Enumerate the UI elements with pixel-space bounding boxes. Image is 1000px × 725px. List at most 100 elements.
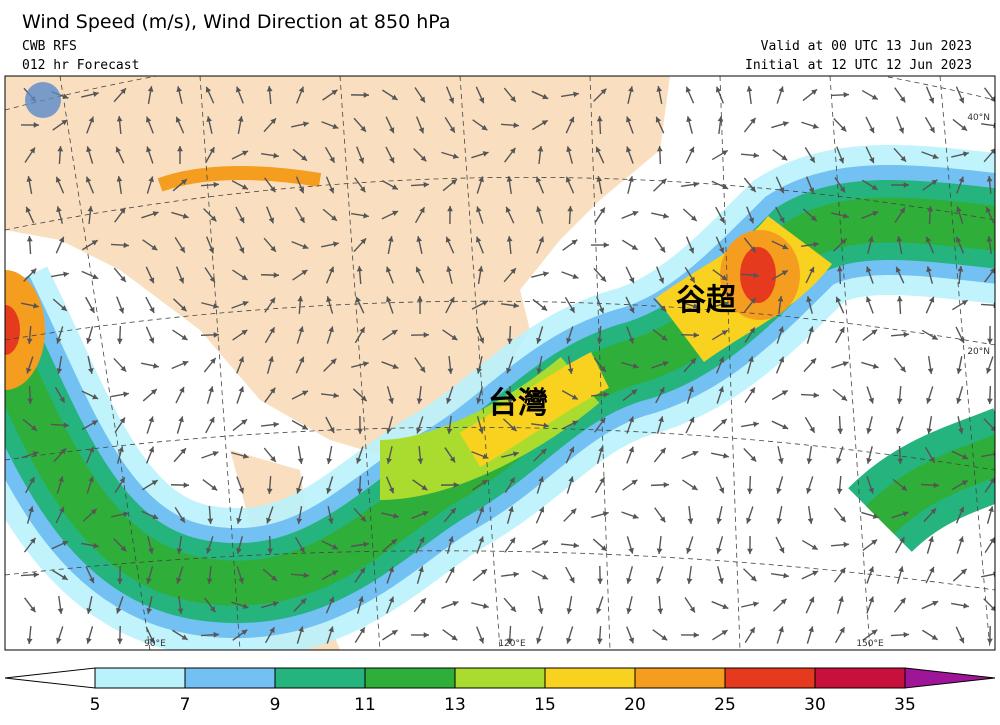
arrow-head: [297, 296, 304, 302]
arrow-head: [837, 428, 844, 434]
arrow-head: [241, 329, 248, 336]
arrow-head: [931, 179, 938, 186]
arrow-head: [926, 428, 933, 434]
arrow-head: [119, 417, 125, 424]
arrow-head: [268, 217, 275, 224]
arrow-head: [535, 176, 542, 183]
arrow-head: [59, 396, 65, 403]
arrow-head: [148, 337, 155, 344]
arrow-head: [420, 598, 426, 605]
arrow-head: [415, 266, 422, 273]
arrow-head: [835, 296, 842, 303]
arrow-head: [92, 273, 99, 280]
arrow-head: [416, 398, 423, 404]
arrow-head: [359, 567, 366, 574]
arrow-head: [626, 146, 632, 153]
arrow-head: [181, 634, 188, 640]
arrow-head: [149, 306, 155, 313]
arrow-head: [478, 536, 484, 543]
arrow-head: [961, 300, 968, 306]
arrow-head: [571, 394, 578, 400]
arrow-head: [686, 116, 692, 123]
arrow-head: [60, 305, 67, 311]
arrow-head: [87, 206, 94, 212]
arrow-head: [900, 155, 907, 162]
arrow-head: [328, 187, 335, 194]
arrow-head: [333, 392, 339, 399]
arrow-head: [238, 356, 245, 363]
arrow-head: [928, 97, 935, 104]
arrow-head: [298, 86, 305, 93]
arrow-head: [720, 419, 727, 425]
arrow-head: [658, 416, 664, 423]
arrow-head: [778, 356, 785, 363]
typhoon-label: 谷超: [676, 283, 737, 318]
arrow-head: [510, 96, 516, 102]
arrow-head: [513, 302, 519, 309]
arrow-head: [717, 116, 724, 122]
arrow-head: [25, 206, 32, 213]
arrow-head: [541, 574, 548, 580]
colorbar: 5 7 9 11 13 15 20 25 30 35: [4, 667, 996, 715]
arrow-head: [207, 518, 214, 524]
arrow-head: [628, 86, 634, 93]
arrow-head: [783, 572, 789, 579]
arrow-head: [88, 446, 95, 453]
arrow-head: [693, 181, 699, 188]
arrow-head: [568, 476, 574, 483]
arrow-head: [836, 266, 843, 272]
arrow-head: [901, 485, 908, 491]
arrow-head: [809, 426, 815, 433]
arrow-head: [955, 236, 962, 243]
arrow-head: [238, 247, 245, 254]
arrow-head: [599, 477, 605, 484]
arrow-head: [926, 266, 932, 273]
arrow-head: [152, 513, 159, 520]
arrow-head: [512, 451, 519, 457]
arrow-head: [180, 448, 186, 455]
arrow-head: [360, 238, 367, 245]
arrow-head: [57, 146, 64, 152]
arrow-head: [241, 184, 248, 190]
arrow-head: [569, 306, 575, 313]
arrow-head: [115, 146, 122, 153]
arrow-head: [836, 488, 843, 494]
arrow-head: [715, 86, 722, 93]
arrow-head: [685, 86, 692, 93]
arrow-head: [538, 236, 545, 243]
arrow-head: [89, 306, 95, 313]
arrow-head: [836, 457, 842, 464]
arrow-head: [359, 327, 365, 334]
arrow-head: [868, 397, 874, 404]
arrow-head: [302, 243, 309, 250]
arrow-head: [26, 176, 33, 182]
arrow-head: [600, 275, 607, 282]
arrow-head: [600, 545, 607, 551]
arrow-head: [872, 210, 879, 217]
arrow-head: [932, 600, 939, 607]
arrow-head: [266, 517, 272, 524]
arrow-head: [510, 605, 516, 612]
arrow-head: [211, 484, 218, 491]
arrow-head: [656, 86, 663, 92]
arrow-head: [332, 123, 339, 130]
colorbar-label: 20: [624, 695, 646, 715]
arrow-head: [718, 487, 725, 494]
arrow-head: [928, 296, 935, 303]
arrow-head: [119, 477, 125, 484]
arrow-head: [416, 236, 423, 242]
arrow-head: [986, 236, 993, 242]
arrow-head: [987, 338, 993, 344]
arrow-head: [812, 570, 819, 576]
arrow-head: [120, 276, 126, 282]
arrow-head: [572, 420, 579, 426]
arrow-head: [86, 608, 93, 614]
arrow-head: [449, 456, 456, 463]
arrow-head: [898, 566, 904, 573]
arrow-head: [506, 638, 513, 644]
arrow-head: [990, 148, 995, 155]
arrow-head: [57, 608, 64, 614]
arrow-head: [692, 303, 699, 309]
arrow-head: [958, 97, 965, 104]
arrow-head: [753, 601, 759, 607]
